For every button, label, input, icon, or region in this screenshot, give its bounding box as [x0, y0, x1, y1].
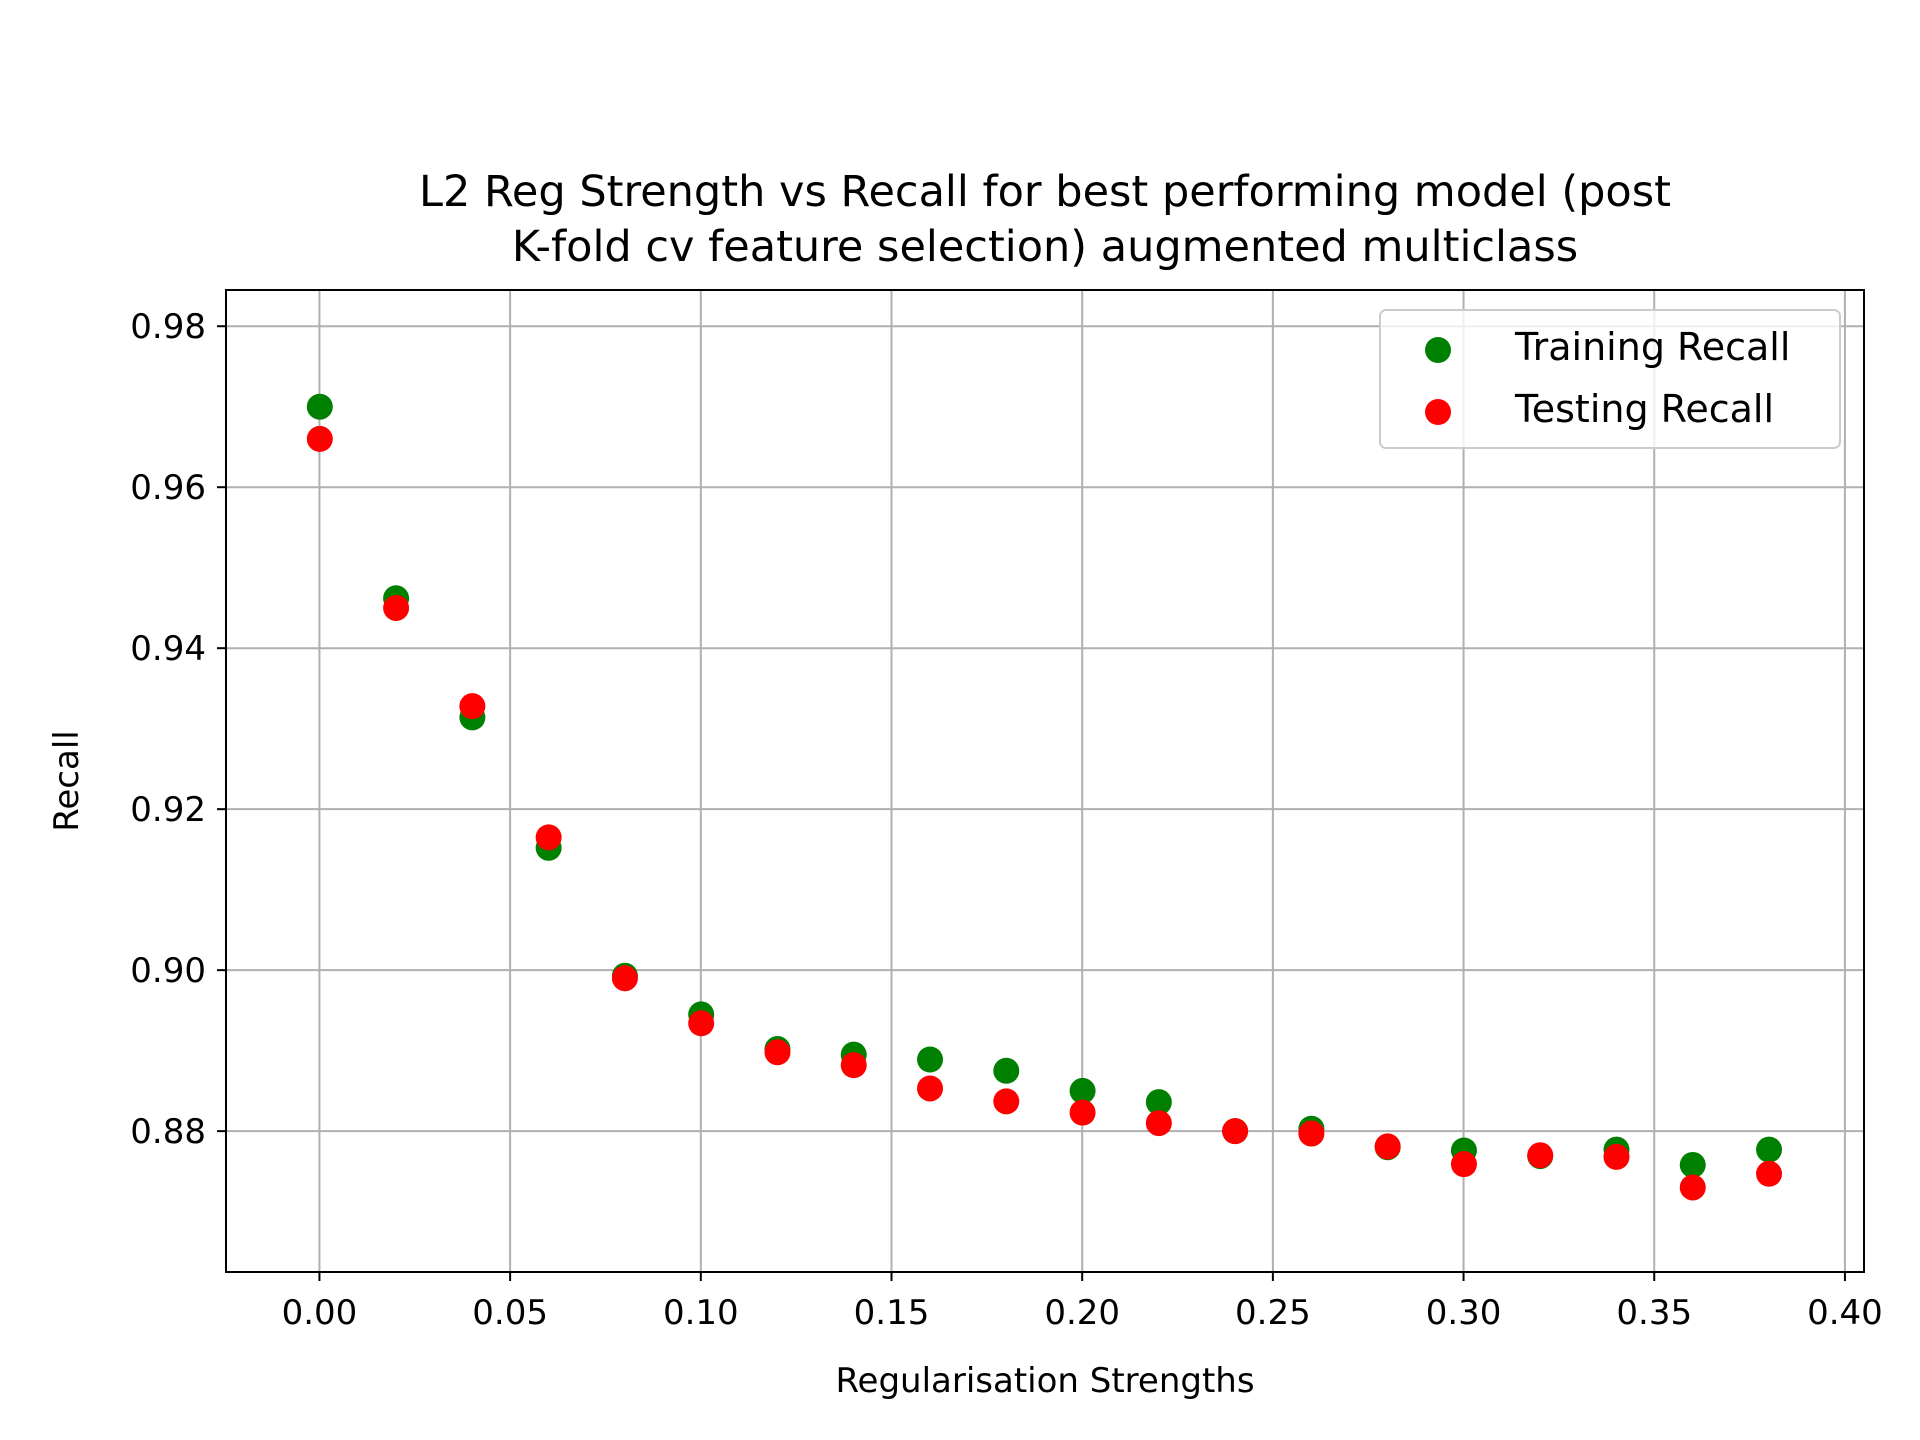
x-axis-label: Regularisation Strengths [835, 1361, 1254, 1401]
x-tick-label: 0.05 [472, 1293, 548, 1333]
legend: Training Recall Testing Recall [1379, 309, 1841, 449]
testing-recall-point [1679, 1174, 1706, 1201]
x-tick-label: 0.00 [282, 1293, 358, 1333]
training-recall-point [917, 1046, 944, 1073]
y-tick-label: 0.94 [130, 629, 206, 669]
testing-recall-point [764, 1039, 791, 1066]
x-tick-label: 0.35 [1616, 1293, 1692, 1333]
legend-label-testing: Testing Recall [1514, 387, 1774, 431]
data-points [306, 393, 1783, 1201]
testing-recall-point [1069, 1099, 1096, 1126]
testing-recall-point [1145, 1110, 1172, 1137]
training-recall-point [993, 1057, 1020, 1084]
y-tick-label: 0.92 [130, 790, 206, 830]
grid-lines [226, 290, 1864, 1272]
x-tick-label: 0.20 [1044, 1293, 1120, 1333]
testing-recall-point [1603, 1143, 1630, 1170]
training-recall-point [1756, 1136, 1783, 1163]
testing-recall-point [917, 1075, 944, 1102]
x-tick-label: 0.30 [1426, 1293, 1502, 1333]
x-tick-label: 0.10 [663, 1293, 739, 1333]
axis-ticks: 0.00 0.05 0.10 0.15 0.20 0.25 0.30 0.35 0.40 0.88… [130, 307, 1882, 1333]
testing-recall-point [1374, 1133, 1401, 1160]
testing-recall-point [1222, 1118, 1249, 1145]
testing-recall-point [535, 824, 562, 851]
training-recall-point [1069, 1077, 1096, 1104]
legend-box [1379, 309, 1841, 449]
y-axis-label: Recall [47, 730, 87, 831]
testing-recall-point [611, 965, 638, 992]
training-recall-point [1679, 1151, 1706, 1178]
x-tick-label: 0.40 [1807, 1293, 1883, 1333]
y-tick-label: 0.98 [130, 307, 206, 347]
plot-frame [225, 289, 1865, 1273]
chart-title-line-2: K-fold cv feature selection) augmented m… [512, 222, 1578, 272]
x-tick-label: 0.15 [854, 1293, 930, 1333]
testing-recall-point [1298, 1120, 1325, 1147]
y-tick-label: 0.96 [130, 468, 206, 508]
testing-recall-point [1450, 1151, 1477, 1178]
y-tick-label: 0.90 [130, 951, 206, 991]
y-tick-label: 0.88 [130, 1112, 206, 1152]
testing-recall-point [688, 1010, 715, 1037]
testing-recall-point [1756, 1160, 1783, 1187]
testing-recall-point [459, 693, 486, 720]
x-tick-label: 0.25 [1235, 1293, 1311, 1333]
training-recall-point [306, 393, 333, 420]
legend-marker-training [1425, 337, 1451, 363]
legend-marker-testing [1425, 399, 1451, 425]
chart-title-line-1: L2 Reg Strength vs Recall for best perfo… [419, 167, 1671, 217]
testing-recall-point [840, 1052, 867, 1079]
testing-recall-point [383, 594, 410, 621]
testing-recall-point [306, 425, 333, 452]
legend-label-training: Training Recall [1514, 325, 1790, 369]
training-recall-point [1145, 1089, 1172, 1116]
testing-recall-point [1527, 1142, 1554, 1169]
testing-recall-point [993, 1088, 1020, 1115]
